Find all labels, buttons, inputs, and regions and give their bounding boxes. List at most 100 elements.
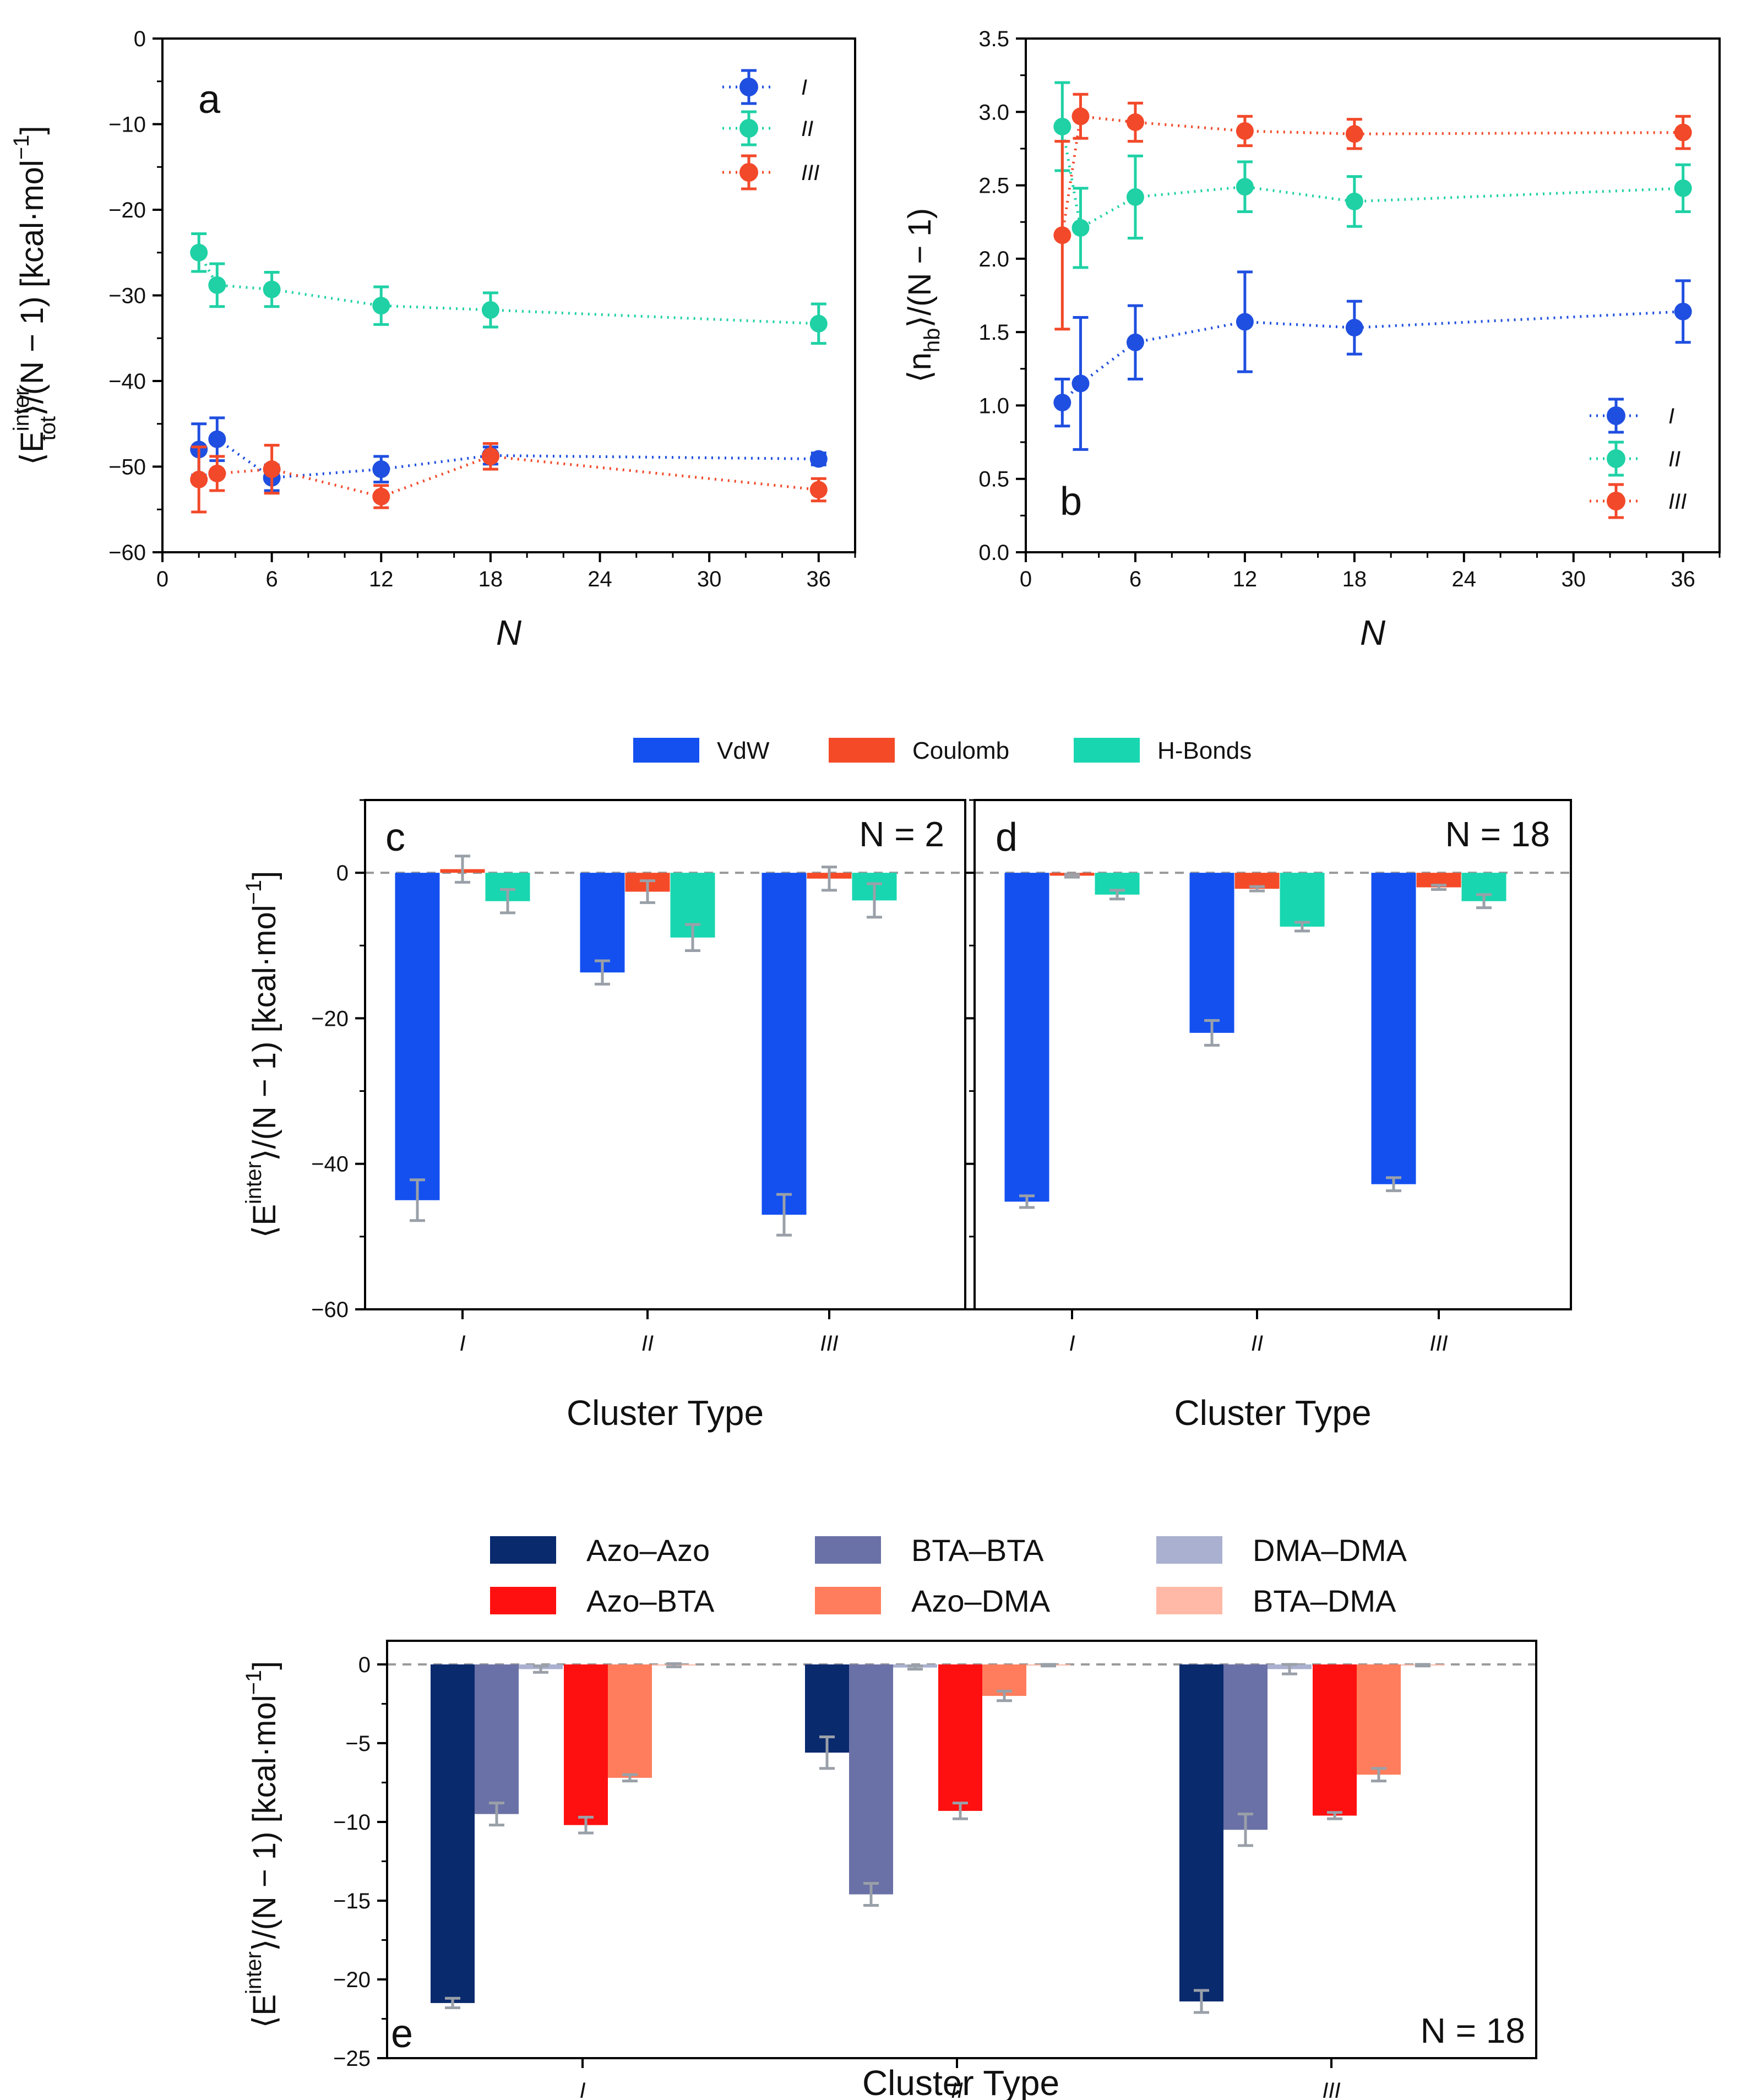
panel-c-ytick-label: 0 bbox=[336, 861, 349, 885]
panel-c-ytick-label: −60 bbox=[311, 1298, 349, 1322]
panel-e-xlabel: Cluster Type bbox=[862, 2063, 1059, 2100]
panel-b-ytick-label: 1.5 bbox=[978, 320, 1009, 345]
panel-a-point-III bbox=[372, 487, 390, 505]
panel-e-ylabel: ⟨Einter⟩/(N − 1) [kcal·mol−1] bbox=[242, 1661, 282, 2028]
panel-a-point-II bbox=[372, 297, 390, 315]
panel-a-legend-label-I: I bbox=[801, 75, 807, 100]
panel-c-ytick-label: −20 bbox=[311, 1007, 349, 1031]
cd-legend-label-H-Bonds: H-Bonds bbox=[1157, 737, 1252, 764]
panel-a-point-III bbox=[481, 447, 499, 465]
panel-a-legend-I-marker bbox=[739, 78, 758, 96]
panel-b-point-II bbox=[1071, 219, 1090, 237]
panel-e-ytick-label: −25 bbox=[333, 2047, 371, 2071]
panel-e-bar-Azo–BTA-II bbox=[938, 1664, 982, 1811]
panel-a-point-III bbox=[208, 464, 226, 482]
panel-c-bar-VdW-I bbox=[395, 873, 440, 1200]
panel-a-point-II bbox=[263, 280, 281, 298]
panel-c-annotation: N = 2 bbox=[859, 814, 944, 854]
cd-legend-label-Coulomb: Coulomb bbox=[912, 737, 1009, 764]
panel-b-point-III bbox=[1674, 123, 1692, 142]
panel-b-legend-III-marker bbox=[1607, 492, 1625, 510]
panel-a-xtick-label: 0 bbox=[156, 567, 168, 591]
e-legend-label-Azo–Azo: Azo–Azo bbox=[586, 1533, 710, 1568]
e-legend-label-Azo–BTA: Azo–BTA bbox=[586, 1584, 715, 1618]
panel-a-ytick-label: −20 bbox=[108, 198, 146, 222]
panel-b-ytick-label: 0.5 bbox=[978, 467, 1009, 492]
panel-b-point-I bbox=[1674, 302, 1692, 320]
panel-e-bar-Azo–DMA-I bbox=[608, 1664, 652, 1778]
panel-a-ytick-label: −30 bbox=[108, 284, 146, 308]
panel-e-bar-BTA–BTA-I bbox=[475, 1664, 519, 1814]
panel-a-letter: a bbox=[198, 78, 221, 122]
panel-d-letter: d bbox=[996, 815, 1018, 859]
panel-a-point-III bbox=[809, 481, 828, 499]
panel-c-xtick-label: II bbox=[641, 1331, 654, 1356]
panel-a-legend-II-marker bbox=[739, 119, 758, 138]
e-legend-swatch-Azo–BTA bbox=[490, 1587, 556, 1614]
panel-b-point-II bbox=[1053, 117, 1071, 135]
panel-c-letter: c bbox=[385, 815, 405, 859]
panel-a-point-III bbox=[263, 460, 281, 478]
panel-d-frame bbox=[973, 799, 1572, 1310]
panel-a-frame bbox=[161, 37, 856, 553]
panel-b-ytick-label: 3.0 bbox=[978, 100, 1009, 124]
panel-b-xtick-label: 24 bbox=[1452, 567, 1477, 591]
panel-a-xtick-label: 6 bbox=[266, 567, 278, 591]
panel-b-legend-label-II: II bbox=[1668, 447, 1680, 471]
panel-a-ytick-label: −50 bbox=[108, 455, 146, 480]
panel-d-bar-H-Bonds-II bbox=[1280, 873, 1325, 927]
panel-e-xtick-label: III bbox=[1322, 2079, 1340, 2100]
panel-b-ylabel: ⟨nhb⟩/(N − 1) bbox=[902, 208, 944, 383]
panel-d-xtick-label: II bbox=[1251, 1331, 1263, 1356]
panel-b-point-III bbox=[1071, 107, 1090, 126]
panel-a-xtick-label: 24 bbox=[588, 567, 612, 591]
panel-a-point-II bbox=[809, 314, 828, 333]
panel-b-xtick-label: 30 bbox=[1561, 567, 1586, 591]
panel-b-ytick-label: 2.5 bbox=[978, 174, 1009, 198]
panel-b-ytick-label: 1.0 bbox=[978, 394, 1009, 418]
panel-b-series-I-line bbox=[1061, 310, 1683, 404]
panel-c-frame bbox=[364, 799, 966, 1310]
panel-c-ytick-label: −40 bbox=[311, 1152, 349, 1177]
panel-a-ytick-label: −10 bbox=[108, 113, 146, 137]
panel-b-legend-I-marker bbox=[1607, 406, 1625, 425]
panel-d-annotation: N = 18 bbox=[1445, 814, 1550, 854]
panel-b-ytick-label: 0.0 bbox=[978, 541, 1009, 565]
panel-a-ylabel: ⟨Einter tot⟩/(N − 1) [kcal·mol−1] bbox=[9, 126, 60, 465]
e-legend-label-BTA–DMA: BTA–DMA bbox=[1253, 1584, 1396, 1618]
panel-a-ytick-label: −60 bbox=[108, 541, 146, 565]
panel-a-legend-label-III: III bbox=[801, 161, 819, 185]
panel-e-bar-BTA–BTA-III bbox=[1223, 1664, 1268, 1830]
panel-e-ytick-label: −5 bbox=[345, 1732, 371, 1756]
panel-b-point-I bbox=[1345, 319, 1363, 337]
panel-e-ytick-label: −10 bbox=[333, 1810, 371, 1835]
panel-b-xtick-label: 36 bbox=[1671, 567, 1695, 591]
panel-a-point-II bbox=[481, 301, 499, 319]
panel-cd-ylabel: ⟨Einter⟩/(N − 1) [kcal·mol−1] bbox=[242, 871, 282, 1238]
e-legend-swatch-Azo–DMA bbox=[815, 1587, 881, 1614]
panel-a-point-I bbox=[372, 460, 390, 478]
panel-c-bar-VdW-III bbox=[762, 873, 807, 1215]
panel-b-legend-label-I: I bbox=[1668, 404, 1674, 428]
cd-legend-swatch-VdW bbox=[633, 738, 699, 763]
cd-legend-swatch-Coulomb bbox=[829, 738, 895, 763]
panel-a-xtick-label: 36 bbox=[807, 567, 831, 591]
panel-b-xtick-label: 0 bbox=[1020, 567, 1032, 591]
panel-d-xlabel: Cluster Type bbox=[1174, 1393, 1371, 1433]
panel-a-point-I bbox=[809, 450, 828, 468]
panel-a-point-II bbox=[190, 243, 208, 262]
panel-a-xtick-label: 12 bbox=[369, 567, 394, 591]
panel-b-point-I bbox=[1126, 333, 1144, 351]
panel-b-xtick-label: 6 bbox=[1129, 567, 1141, 591]
panel-e-xtick-label: I bbox=[579, 2079, 585, 2100]
panel-e-xtick-label: II bbox=[951, 2079, 963, 2100]
panel-b-ytick-label: 3.5 bbox=[978, 27, 1009, 51]
panel-a-series-II-line bbox=[198, 252, 819, 325]
panel-b-point-III bbox=[1053, 226, 1071, 244]
panel-e-ytick-label: 0 bbox=[358, 1653, 371, 1677]
panel-e-frame bbox=[386, 1640, 1537, 2059]
panel-d-xtick-label: III bbox=[1429, 1331, 1448, 1356]
panel-e-bar-Azo–BTA-I bbox=[564, 1664, 608, 1825]
panel-e-bar-Azo–BTA-III bbox=[1313, 1664, 1357, 1816]
panel-a-ytick-label: −40 bbox=[108, 369, 146, 394]
